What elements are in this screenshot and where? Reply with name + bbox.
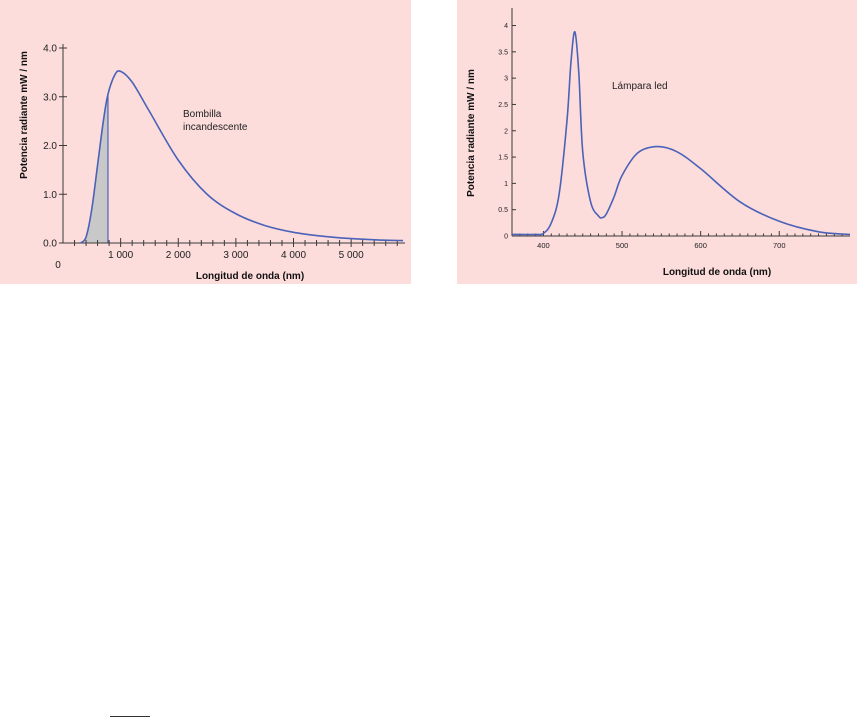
led-chart: 0 0.5 1 1.5 2 2.5 3 3.5 4 400 500 600 700 Longitud de… bbox=[466, 8, 851, 278]
x-tick-label: 600 bbox=[694, 241, 707, 250]
x-axis-title: Longitud de onda (nm) bbox=[663, 267, 771, 278]
footer-rule bbox=[110, 716, 150, 717]
x-tick-label: 5 000 bbox=[339, 250, 364, 261]
incandescent-curve bbox=[79, 70, 404, 244]
y-tick-label: 4.0 bbox=[43, 44, 57, 55]
y-tick-label: 3.5 bbox=[498, 49, 508, 56]
x-axis-title: Longitud de onda (nm) bbox=[196, 271, 304, 282]
y-tick-label: 3.0 bbox=[43, 92, 57, 103]
annotation-line: incandescente bbox=[183, 122, 248, 133]
y-tick-label: 4 bbox=[504, 23, 508, 30]
x-tick-label: 400 bbox=[537, 241, 550, 250]
y-tick-label: 2.5 bbox=[498, 102, 508, 109]
y-tick-label: 2 bbox=[504, 128, 508, 135]
led-curve bbox=[511, 31, 851, 236]
x-tick-label: 1 000 bbox=[108, 250, 133, 261]
annotation-label: Lámpara led bbox=[612, 81, 668, 92]
x-tick-label: 4 000 bbox=[281, 250, 306, 261]
led-chart-panel: 0 0.5 1 1.5 2 2.5 3 3.5 4 400 500 600 700 Longitud de… bbox=[457, 0, 857, 284]
y-tick-label: 2.0 bbox=[43, 141, 57, 152]
x-tick-label: 500 bbox=[616, 241, 629, 250]
y-tick-label: 0.0 bbox=[43, 239, 57, 250]
y-axis-title: Potencia radiante mW / nm bbox=[19, 51, 30, 179]
x-origin-label: 0 bbox=[55, 260, 61, 271]
y-axis-title: Potencia radiante mW / nm bbox=[466, 69, 477, 197]
y-tick-label: 0.5 bbox=[498, 207, 508, 214]
incandescent-chart: 0.0 1.0 2.0 3.0 4.0 1 000 2 000 3 000 4 000 5 000… bbox=[19, 44, 405, 282]
x-tick-label: 700 bbox=[773, 241, 786, 250]
x-tick-label: 3 000 bbox=[223, 250, 248, 261]
x-tick-label: 2 000 bbox=[166, 250, 191, 261]
annotation-line: Bombilla bbox=[183, 109, 222, 120]
y-tick-label: 1 bbox=[504, 181, 508, 188]
y-tick-label: 3 bbox=[504, 76, 508, 83]
y-tick-label: 1.5 bbox=[498, 155, 508, 162]
y-tick-label: 1.0 bbox=[43, 190, 57, 201]
y-tick-label: 0 bbox=[504, 234, 508, 241]
incandescent-chart-panel: 0.0 1.0 2.0 3.0 4.0 1 000 2 000 3 000 4 000 5 000… bbox=[0, 0, 411, 284]
